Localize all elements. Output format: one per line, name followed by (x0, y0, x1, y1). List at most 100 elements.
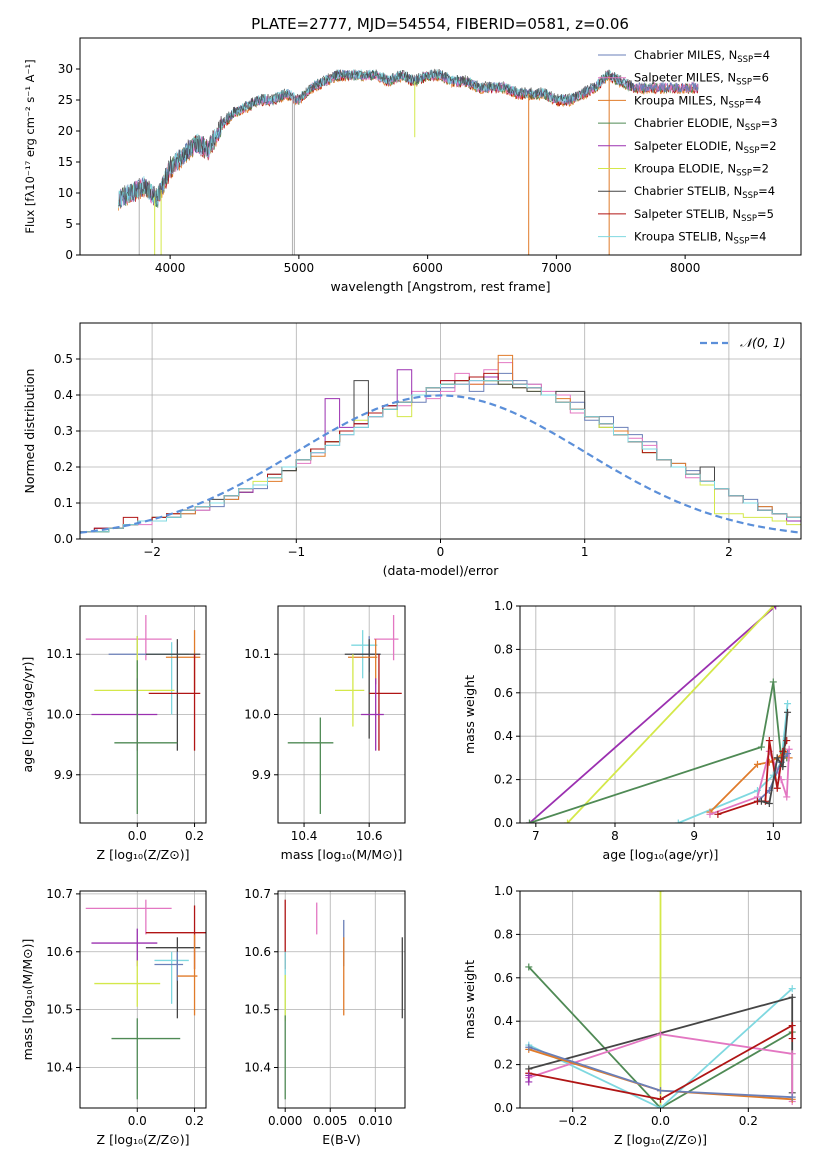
spectrum-line (118, 69, 699, 208)
mass_vs_EBV-ytick-label: 10.5 (244, 1003, 271, 1017)
spectrum-ytick-label: 0 (65, 248, 73, 262)
spectrum-ytick-label: 30 (58, 62, 73, 76)
panel-histogram: −2 −1 0 1 2 0.0 0.1 0.2 0.3 0.4 0.5 (data-model)/er… (22, 322, 802, 578)
histogram-step (80, 380, 801, 533)
age_vs_Z-plot-area (85, 615, 201, 814)
mass_vs_EBV-ytick-label: 10.6 (244, 945, 271, 959)
legend-sub: SSP (736, 169, 752, 179)
histogram-ytick-label: 0.3 (54, 424, 73, 438)
age_vs_mass-ytick-label: 10.0 (244, 708, 271, 722)
spectrum-ytick-label: 15 (58, 155, 73, 169)
histogram-plot-area (80, 354, 801, 534)
weight_vs_age-plot-area (525, 606, 793, 823)
legend-text: Chabrier STELIB, N (634, 184, 742, 198)
weight_vs_age-ytick-label: 0.2 (494, 773, 513, 787)
weight_vs_Z-ylabel: mass weight (462, 960, 477, 1039)
weight_vs_age-xtick-label: 9 (690, 829, 698, 843)
legend-label: Kroupa ELODIE, NSSP=2 (634, 162, 769, 179)
legend-sub: SSP (736, 78, 752, 88)
weight-marker (525, 1071, 533, 1079)
weight-marker (657, 1104, 664, 1108)
figure-title: PLATE=2777, MJD=54554, FIBERID=0581, z=0… (251, 15, 629, 33)
age_vs_mass-ytick-label: 10.1 (244, 647, 271, 661)
legend-tail: =4 (758, 184, 775, 198)
legend-text: Salpeter MILES, N (634, 71, 736, 85)
mass_vs_EBV-frame (277, 890, 406, 1109)
legend-label: Chabrier MILES, NSSP=4 (634, 48, 770, 65)
weight_vs_Z-xtick-label: −0.2 (558, 1114, 587, 1128)
legend-label: Salpeter MILES, NSSP=6 (634, 71, 769, 88)
panels: 4000 5000 6000 7000 8000051015202530waveleng… (20, 37, 802, 1147)
weight-line (528, 987, 793, 1108)
mass_vs_Z-ytick-label: 10.4 (46, 1060, 73, 1074)
weight-line (528, 966, 793, 1108)
panel-mass_vs_EBV: 0.000 0.005 0.010 10.4 10.5 10.6 10.7 E(B-V) (244, 887, 406, 1147)
weight-marker (657, 1087, 664, 1095)
age_vs_Z-ytick-label: 10.0 (46, 708, 73, 722)
weight_vs_age-frame (519, 605, 802, 824)
histogram-xtick-label: 1 (581, 545, 589, 559)
weight_vs_Z-xlabel: Z [log₁₀(Z/Z⊙)] (614, 1132, 707, 1147)
legend-tail: =4 (744, 93, 761, 107)
age_vs_Z-xtick-label: 0.2 (185, 829, 204, 843)
weight_vs_age-ytick-label: 0.0 (494, 816, 513, 830)
mass_vs_Z-grid (80, 891, 206, 1108)
weight_vs_Z-xtick-label: 0.2 (739, 1114, 758, 1128)
spectrum-ytick-label: 5 (65, 217, 73, 231)
weight_vs_Z-xtick-label: 0.0 (651, 1114, 670, 1128)
spectrum-frame (79, 37, 802, 256)
legend-text: Chabrier ELODIE, N (634, 116, 745, 130)
weight_vs_Z-ytick-label: 1.0 (494, 884, 513, 898)
weight-marker (525, 1043, 533, 1051)
weight-line (528, 1033, 794, 1102)
weight-marker (779, 747, 787, 755)
age_vs_Z-xtick-label: 0.0 (128, 829, 147, 843)
weight-marker (773, 754, 781, 762)
mass_vs_Z-ylabel: mass [log₁₀(M/M⊙)] (20, 939, 35, 1061)
mass_vs_EBV-xtick-label: 0.005 (313, 1114, 347, 1128)
weight-marker (769, 678, 777, 686)
spectrum-xlabel: wavelength [Angstrom, rest frame] (330, 279, 550, 294)
histogram-legend: 𝒩(0, 1) (700, 335, 786, 350)
legend-label: Kroupa MILES, NSSP=4 (634, 93, 761, 110)
weight_vs_age-ylabel: mass weight (462, 675, 477, 754)
weight-marker (788, 1022, 796, 1030)
weight_vs_age-xtick-label: 7 (532, 829, 540, 843)
histogram-xtick-label: −2 (143, 545, 161, 559)
spectrum-ylabel: Flux [fλ10⁻¹⁷ erg cm⁻² s⁻¹ A⁻¹] (23, 59, 37, 233)
legend-tail: =2 (752, 162, 769, 176)
weight_vs_Z-ytick-label: 0.0 (494, 1101, 513, 1115)
mass_vs_EBV-ytick-label: 10.4 (244, 1060, 271, 1074)
legend-text: Salpeter ELODIE, N (634, 139, 744, 153)
weight-marker (714, 810, 722, 818)
age_vs_mass-xtick-label: 10.6 (356, 829, 383, 843)
weight-marker (765, 737, 773, 745)
spectrum-line (118, 71, 699, 211)
weight-marker (769, 606, 777, 610)
weight-line (529, 681, 787, 823)
mass_vs_EBV-xlabel: E(B-V) (322, 1132, 361, 1147)
weight-marker (757, 743, 765, 751)
mass_vs_Z-xtick-label: 0.2 (185, 1114, 204, 1128)
histogram-xtick-label: 0 (437, 545, 445, 559)
weight-marker (788, 1093, 796, 1101)
weight_vs_Z-ytick-label: 0.6 (494, 971, 513, 985)
mass_vs_Z-ytick-label: 10.5 (46, 1003, 73, 1017)
legend-tail: =4 (753, 48, 770, 62)
legend-tail: =4 (749, 230, 766, 244)
panel-spectrum: 4000 5000 6000 7000 8000 0 5 10 15 20 25 30 waveleng… (23, 37, 802, 294)
legend-sub: SSP (729, 100, 745, 110)
legend-label: 𝒩(0, 1) (740, 335, 786, 350)
age_vs_Z-xlabel: Z [log₁₀(Z/Z⊙)] (97, 847, 190, 862)
weight_vs_age-ytick-label: 0.4 (494, 729, 513, 743)
legend-text: Chabrier MILES, N (634, 48, 737, 62)
histogram-xtick-label: −1 (287, 545, 305, 559)
mass_vs_Z-frame (79, 890, 207, 1109)
weight-marker (525, 1078, 533, 1086)
weight-marker (773, 784, 781, 792)
spectrum-line (118, 70, 699, 209)
mass_vs_EBV-xtick-label: 0.000 (268, 1114, 302, 1128)
age_vs_mass-plot-area (287, 615, 402, 814)
